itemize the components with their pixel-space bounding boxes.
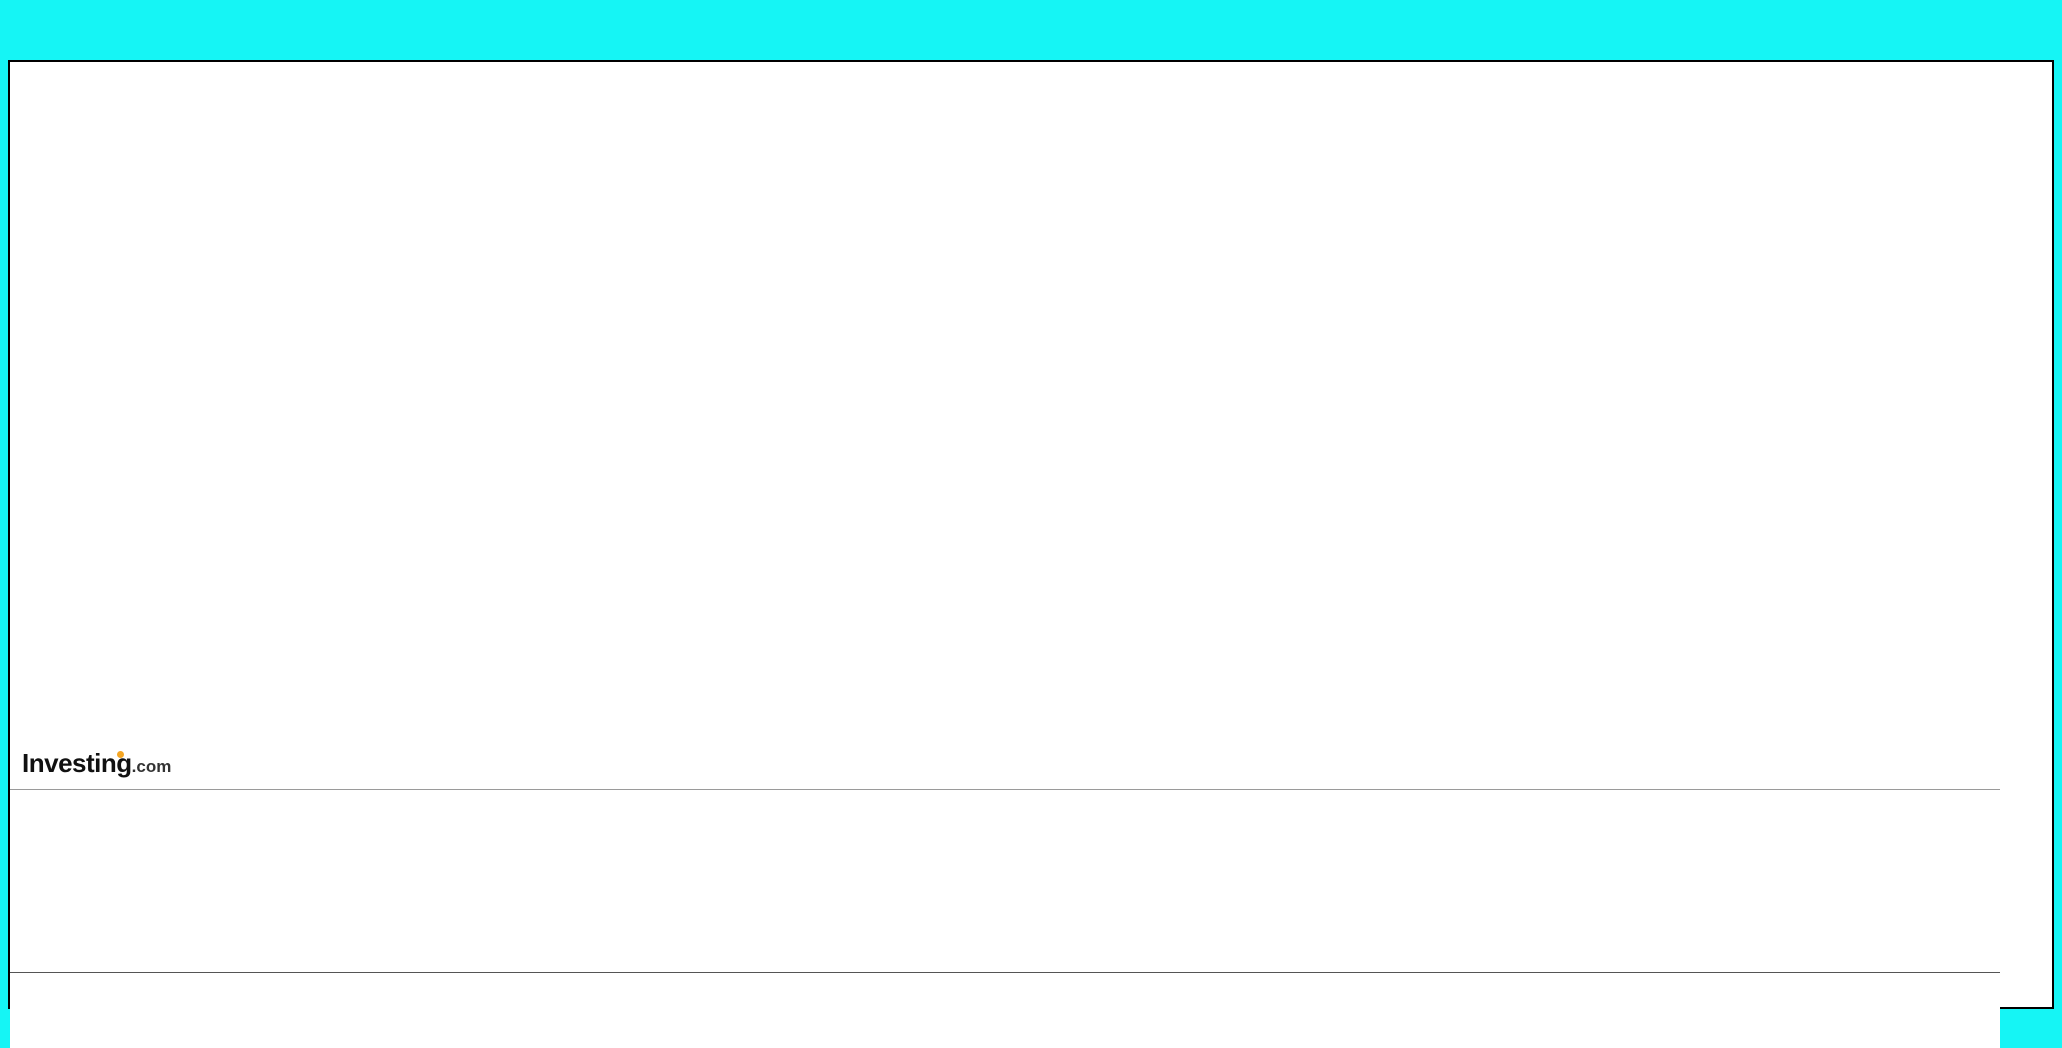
x-axis[interactable] <box>10 972 2000 1007</box>
y-axis[interactable] <box>2000 62 2052 1007</box>
volume-chart-pane[interactable] <box>10 789 2000 1048</box>
watermark-text: Investing <box>22 748 132 778</box>
watermark-dot-icon <box>116 751 124 758</box>
volume-chart-svg <box>10 790 2000 1048</box>
chart-title-area <box>0 0 2062 60</box>
price-chart-pane[interactable]: Investing.com <box>10 62 2000 789</box>
watermark-suffix: .com <box>131 757 172 776</box>
chart-frame: Investing.com <box>8 60 2054 1048</box>
investing-com-watermark: Investing.com <box>22 748 171 779</box>
price-chart-svg <box>10 62 2000 789</box>
